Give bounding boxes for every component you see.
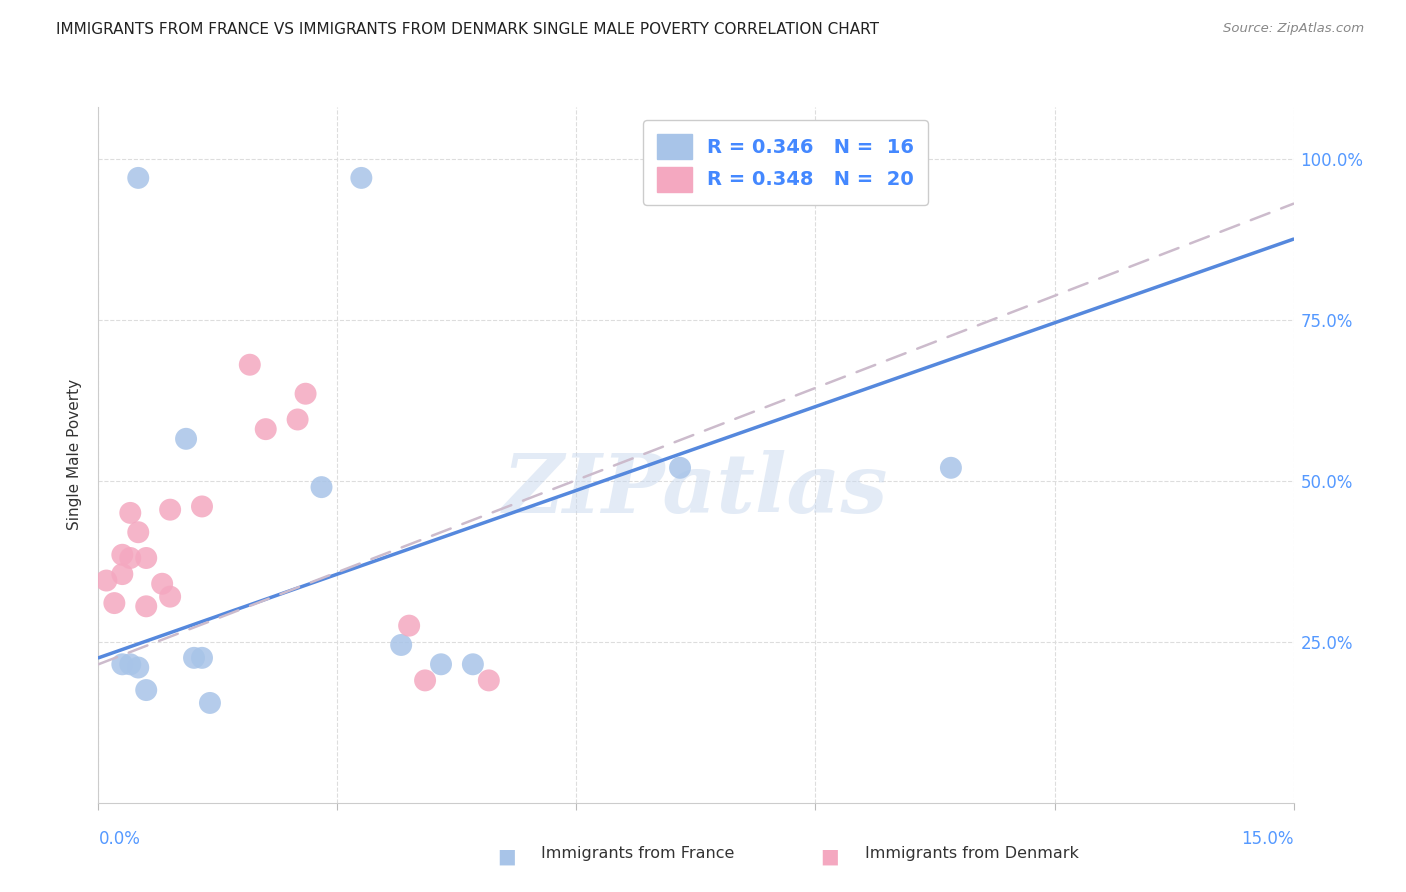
Point: [254, 422, 277, 436]
Point: [287, 412, 309, 426]
Text: ▪: ▪: [820, 843, 839, 872]
Text: Immigrants from France: Immigrants from France: [541, 846, 735, 861]
Point: [159, 502, 181, 516]
Point: [127, 660, 149, 674]
Point: [174, 432, 197, 446]
Point: [159, 590, 181, 604]
Point: [135, 599, 157, 614]
Legend: R = 0.346   N =  16, R = 0.348   N =  20: R = 0.346 N = 16, R = 0.348 N = 20: [643, 120, 928, 205]
Point: [430, 657, 453, 672]
Point: [96, 574, 118, 588]
Point: [198, 696, 221, 710]
Point: [103, 596, 125, 610]
Point: [461, 657, 484, 672]
Point: [111, 567, 134, 582]
Text: 0.0%: 0.0%: [98, 830, 141, 847]
Point: [150, 576, 173, 591]
Point: [135, 683, 157, 698]
Text: ZIPatlas: ZIPatlas: [503, 450, 889, 530]
Point: [183, 651, 205, 665]
Text: IMMIGRANTS FROM FRANCE VS IMMIGRANTS FROM DENMARK SINGLE MALE POVERTY CORRELATIO: IMMIGRANTS FROM FRANCE VS IMMIGRANTS FRO…: [56, 22, 879, 37]
Y-axis label: Single Male Poverty: Single Male Poverty: [67, 379, 83, 531]
Point: [191, 500, 214, 514]
Point: [111, 657, 134, 672]
Point: [120, 551, 142, 566]
Point: [111, 548, 134, 562]
Point: [398, 618, 420, 632]
Point: [127, 525, 149, 540]
Point: [350, 170, 373, 185]
Point: [389, 638, 412, 652]
Text: 15.0%: 15.0%: [1241, 830, 1294, 847]
Point: [294, 386, 316, 401]
Point: [478, 673, 501, 688]
Point: [191, 651, 214, 665]
Point: [120, 506, 142, 520]
Point: [135, 551, 157, 566]
Point: [669, 460, 692, 475]
Text: Source: ZipAtlas.com: Source: ZipAtlas.com: [1223, 22, 1364, 36]
Point: [413, 673, 436, 688]
Text: Immigrants from Denmark: Immigrants from Denmark: [865, 846, 1078, 861]
Point: [239, 358, 262, 372]
Point: [939, 460, 962, 475]
Point: [127, 170, 149, 185]
Point: [311, 480, 333, 494]
Text: ▪: ▪: [496, 843, 516, 872]
Point: [120, 657, 142, 672]
